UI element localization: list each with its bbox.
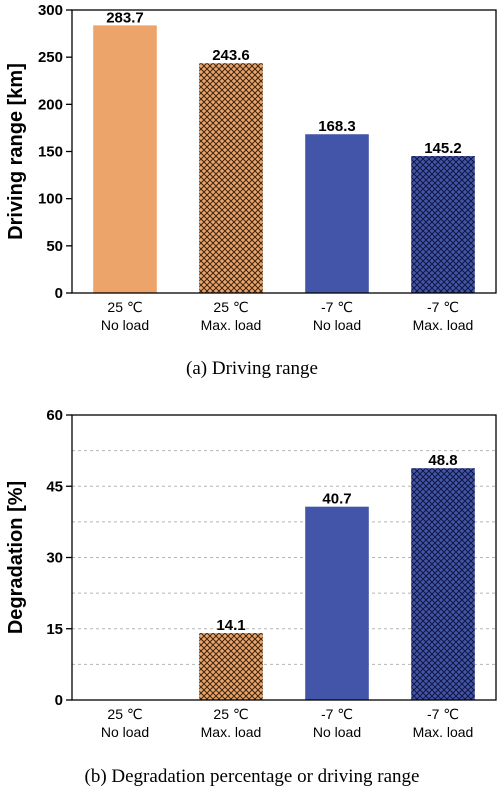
y-axis-label-b: Degradation [%] [5, 481, 27, 634]
bar-a-4 [411, 156, 475, 293]
y-tick-label-b: 15 [46, 621, 63, 638]
category-label-a-4-line1: -7 ℃ [427, 299, 459, 315]
category-label-a-4-line2: Max. load [413, 317, 474, 333]
data-label-a-4: 145.2 [424, 140, 462, 157]
y-axis-label-a: Driving range [km] [5, 63, 27, 240]
data-label-b-3: 40.7 [322, 491, 351, 508]
category-label-b-2-line1: 25 ℃ [213, 706, 248, 722]
y-tick-label-a: 50 [46, 238, 63, 255]
y-tick-label-b: 30 [46, 550, 63, 567]
y-tick-label-b: 0 [55, 692, 63, 709]
data-label-a-1: 283.7 [106, 9, 144, 26]
data-label-a-2: 243.6 [212, 47, 250, 64]
y-tick-label-a: 150 [38, 144, 63, 161]
bar-b-3 [305, 506, 369, 700]
y-tick-label-a: 0 [55, 285, 63, 302]
category-label-a-2-line1: 25 ℃ [213, 299, 248, 315]
y-tick-label-b: 45 [46, 478, 63, 495]
data-label-b-2: 14.1 [216, 617, 245, 634]
category-label-b-2-line2: Max. load [201, 724, 262, 740]
bar-a-3 [305, 134, 369, 293]
category-label-a-1-line1: 25 ℃ [107, 299, 142, 315]
y-tick-label-a: 200 [38, 96, 63, 113]
caption-b: (b) Degradation percentage or driving ra… [85, 766, 420, 787]
bar-a-1 [93, 25, 157, 293]
bar-a-2 [199, 63, 263, 294]
y-tick-label-a: 250 [38, 49, 63, 66]
category-label-b-1-line2: No load [101, 724, 149, 740]
bar-b-4 [411, 468, 475, 700]
chart-degradation: 25 ℃ No load 14.1 25 ℃ Max. load 40.7 -7 ℃ No l… [5, 407, 497, 740]
data-label-a-3: 168.3 [318, 118, 356, 135]
category-label-b-4-line2: Max. load [413, 724, 474, 740]
category-label-b-3-line1: -7 ℃ [321, 706, 353, 722]
category-label-b-4-line1: -7 ℃ [427, 706, 459, 722]
category-label-a-1-line2: No load [101, 317, 149, 333]
bar-b-2 [199, 633, 263, 700]
category-label-b-3-line2: No load [313, 724, 361, 740]
category-label-a-2-line2: Max. load [201, 317, 262, 333]
data-label-b-4: 48.8 [428, 452, 457, 469]
y-tick-label-a: 300 [38, 2, 63, 19]
y-tick-label-b: 60 [46, 407, 63, 424]
category-label-a-3-line1: -7 ℃ [321, 299, 353, 315]
caption-a: (a) Driving range [186, 358, 318, 379]
chart-driving-range: 283.7 25 ℃ No load 243.6 25 ℃ Max. load 168.3 -… [5, 2, 497, 333]
category-label-b-1-line1: 25 ℃ [107, 706, 142, 722]
y-tick-label-a: 100 [38, 191, 63, 208]
category-label-a-3-line2: No load [313, 317, 361, 333]
